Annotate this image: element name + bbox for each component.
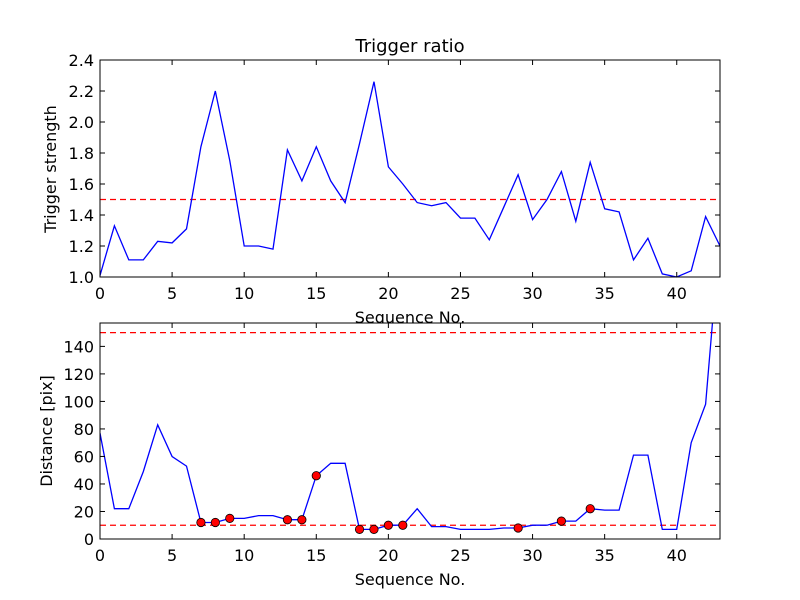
- x-tick-label: 30: [522, 546, 542, 565]
- y-tick-label: 60: [74, 447, 94, 466]
- y-tick-label: 40: [74, 475, 94, 494]
- x-tick-label: 15: [306, 546, 326, 565]
- x-tick-label: 20: [378, 546, 398, 565]
- y-tick-label: 0: [84, 530, 94, 549]
- y-tick-label: 1.6: [69, 175, 94, 194]
- x-axis-label-1: Sequence No.: [355, 308, 466, 327]
- x-tick-label: 0: [95, 546, 105, 565]
- data-point-marker: [556, 516, 566, 526]
- trigger-ratio-chart: 0 5 10 15 20 25 30 35 40 1.0 1.2 1.4 1.6 1.8 2.0 2.2 2.…: [41, 36, 721, 327]
- x-tick-label: 35: [594, 284, 614, 303]
- data-point-marker: [354, 524, 365, 534]
- y-tick-label: 1.4: [69, 206, 94, 225]
- plot-area-2: [100, 323, 720, 539]
- y-tick-label: 80: [74, 420, 94, 439]
- distance-chart: 0 5 10 15 20 25 30 35 40 0 20 40 60 80 100 120 140 Sequ…: [37, 322, 721, 589]
- data-point-marker: [196, 517, 206, 528]
- data-point-marker: [282, 515, 293, 525]
- x-tick-label: 0: [95, 284, 105, 303]
- y-tick-label: 1.8: [69, 144, 94, 163]
- y-axis-label-2: Distance [pix]: [37, 375, 56, 487]
- x-ticks-2: 0 5 10 15 20 25 30 35 40: [95, 323, 687, 565]
- data-point-marker: [311, 471, 321, 481]
- data-point-marker: [297, 515, 307, 525]
- y-axis-label-1: Trigger strength: [41, 105, 60, 234]
- x-tick-label: 40: [667, 546, 687, 565]
- x-tick-label: 25: [450, 546, 470, 565]
- plot-frame-1: [99, 59, 721, 278]
- x-tick-label: 5: [167, 284, 177, 303]
- x-ticks-1: 0 5 10 15 20 25 30 35 40: [95, 60, 687, 303]
- y-tick-label: 2.2: [69, 82, 94, 101]
- data-point-marker: [585, 504, 595, 514]
- x-tick-label: 40: [667, 284, 687, 303]
- data-point-marker: [210, 517, 220, 528]
- chart-title: Trigger ratio: [354, 36, 464, 57]
- data-point-marker: [383, 520, 393, 530]
- y-ticks-2: 0 20 40 60 80 100 120 140: [63, 337, 720, 549]
- y-tick-label: 140: [63, 337, 94, 356]
- x-tick-label: 15: [306, 284, 326, 303]
- y-ticks-1: 1.0 1.2 1.4 1.6 1.8 2.0 2.2 2.4: [69, 51, 720, 287]
- x-tick-label: 20: [378, 284, 398, 303]
- x-tick-label: 30: [522, 284, 542, 303]
- y-tick-label: 1.0: [69, 268, 94, 287]
- data-point-marker: [513, 523, 523, 533]
- x-tick-label: 10: [234, 546, 254, 565]
- y-tick-label: 20: [74, 502, 94, 521]
- y-tick-label: 2.4: [69, 51, 94, 70]
- data-point-marker: [398, 520, 408, 530]
- data-point-marker: [225, 513, 235, 523]
- x-tick-label: 35: [594, 546, 614, 565]
- series-line-trigger-strength: [99, 81, 721, 278]
- marker-layer: [196, 471, 595, 534]
- plot-frame-2: [99, 322, 721, 540]
- x-tick-label: 10: [234, 284, 254, 303]
- x-axis-label-2: Sequence No.: [355, 570, 466, 589]
- y-tick-label: 2.0: [69, 113, 94, 132]
- x-tick-label: 5: [167, 546, 177, 565]
- y-tick-label: 1.2: [69, 237, 94, 256]
- y-tick-label: 120: [63, 365, 94, 384]
- y-tick-label: 100: [63, 392, 94, 411]
- data-point-marker: [369, 524, 379, 534]
- plot-area-1: [100, 60, 720, 277]
- x-tick-label: 25: [450, 284, 470, 303]
